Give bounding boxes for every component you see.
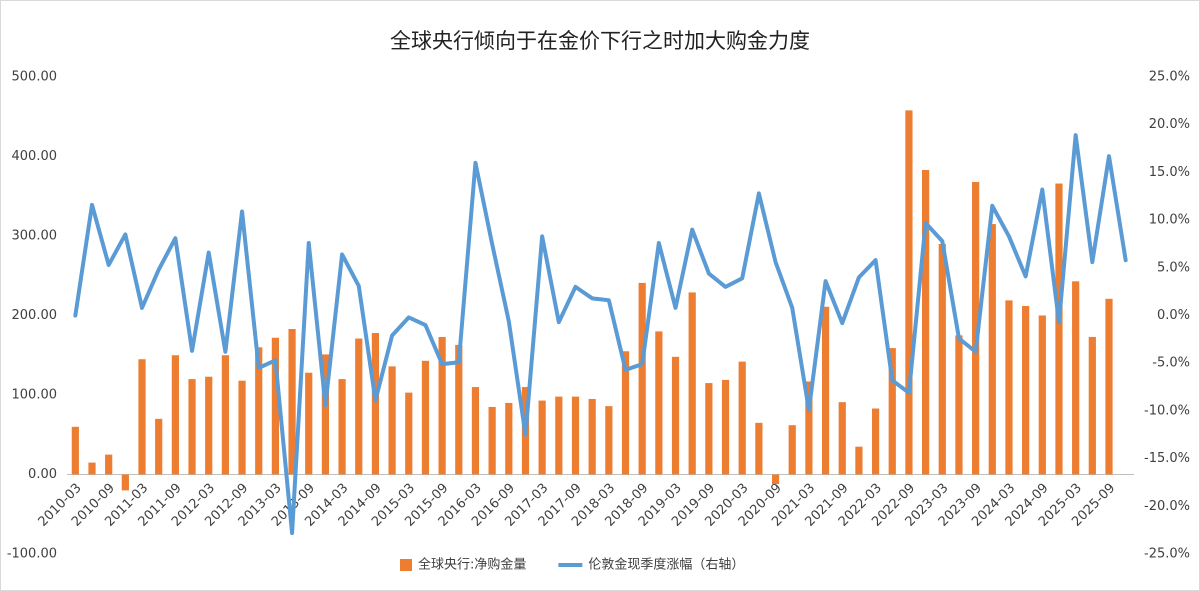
bar	[338, 379, 346, 475]
y-tick-label: 100.00	[12, 388, 58, 403]
bar	[121, 474, 129, 491]
chart-title: 全球央行倾向于在金价下行之时加大购金力度	[390, 29, 810, 53]
y2-tick-label: -15.0%	[1144, 451, 1190, 466]
bar	[1005, 300, 1013, 475]
bar	[738, 361, 746, 475]
bar	[938, 243, 946, 475]
bar	[105, 454, 113, 475]
bar	[171, 355, 179, 475]
bar	[505, 402, 513, 475]
bar	[655, 331, 663, 475]
bar	[855, 446, 863, 475]
bar	[438, 336, 446, 475]
bar	[922, 170, 930, 475]
bar	[805, 381, 813, 475]
bar	[88, 462, 96, 475]
bar	[955, 335, 963, 475]
y-tick-label: -100.00	[7, 547, 57, 562]
y2-tick-label: 15.0%	[1149, 165, 1190, 180]
bar	[1038, 315, 1046, 475]
bar	[388, 366, 396, 475]
bar	[355, 338, 363, 475]
bar	[321, 354, 330, 475]
y2-tick-label: 5.0%	[1157, 260, 1190, 275]
y2-tick-label: 10.0%	[1149, 213, 1190, 228]
y2-tick-label: 0.0%	[1157, 308, 1190, 323]
bar	[71, 426, 79, 475]
bar	[455, 344, 463, 475]
bar	[788, 425, 796, 475]
y2-tick-label: -10.0%	[1144, 403, 1190, 418]
bar	[305, 372, 313, 475]
bar	[671, 356, 680, 475]
bar	[905, 110, 913, 475]
y2-tick-label: 25.0%	[1149, 70, 1190, 85]
bar	[138, 359, 146, 475]
y-tick-label: 400.00	[12, 149, 58, 164]
y-tick-label: 200.00	[12, 308, 58, 323]
bar	[238, 380, 246, 475]
bar	[821, 306, 830, 475]
bar	[255, 347, 263, 475]
bar	[972, 181, 980, 475]
y-tick-label: 0.00	[28, 467, 57, 482]
bar	[588, 398, 596, 475]
legend-swatch	[400, 559, 412, 571]
bar	[271, 337, 279, 475]
y2-tick-label: -5.0%	[1152, 356, 1190, 371]
bar	[405, 392, 413, 475]
bar	[988, 224, 996, 475]
line	[73, 133, 1128, 536]
bar	[1022, 305, 1030, 475]
bar	[221, 355, 229, 475]
bar	[638, 282, 646, 475]
y2-tick-label: -25.0%	[1144, 547, 1190, 562]
legend-label: 全球央行:净购金量	[418, 557, 526, 573]
bar	[571, 396, 580, 475]
bar	[888, 348, 896, 475]
y2-tick-label: -20.0%	[1144, 499, 1190, 514]
bar	[555, 396, 563, 475]
bar	[771, 474, 780, 485]
bar	[371, 332, 380, 475]
y-tick-label: 500.00	[12, 70, 58, 85]
bar	[155, 418, 163, 475]
legend-label: 伦敦金现季度涨幅（右轴）	[588, 557, 744, 573]
bar	[838, 402, 846, 475]
bar	[755, 422, 763, 475]
bar	[871, 408, 880, 475]
bar	[471, 387, 480, 475]
y-tick-label: 300.00	[12, 229, 58, 244]
bar	[1105, 298, 1113, 475]
bar	[488, 406, 496, 475]
bar	[1088, 336, 1096, 475]
bar	[688, 292, 696, 475]
bar	[1072, 281, 1080, 475]
bar	[621, 351, 630, 475]
bar	[421, 360, 430, 475]
bar	[605, 406, 613, 475]
bar	[721, 379, 730, 475]
bar	[705, 383, 713, 475]
bar	[205, 376, 213, 475]
bar	[288, 329, 296, 475]
bar	[1055, 183, 1063, 475]
y2-tick-label: 20.0%	[1149, 117, 1190, 132]
bar	[188, 379, 196, 475]
bar	[538, 400, 546, 475]
